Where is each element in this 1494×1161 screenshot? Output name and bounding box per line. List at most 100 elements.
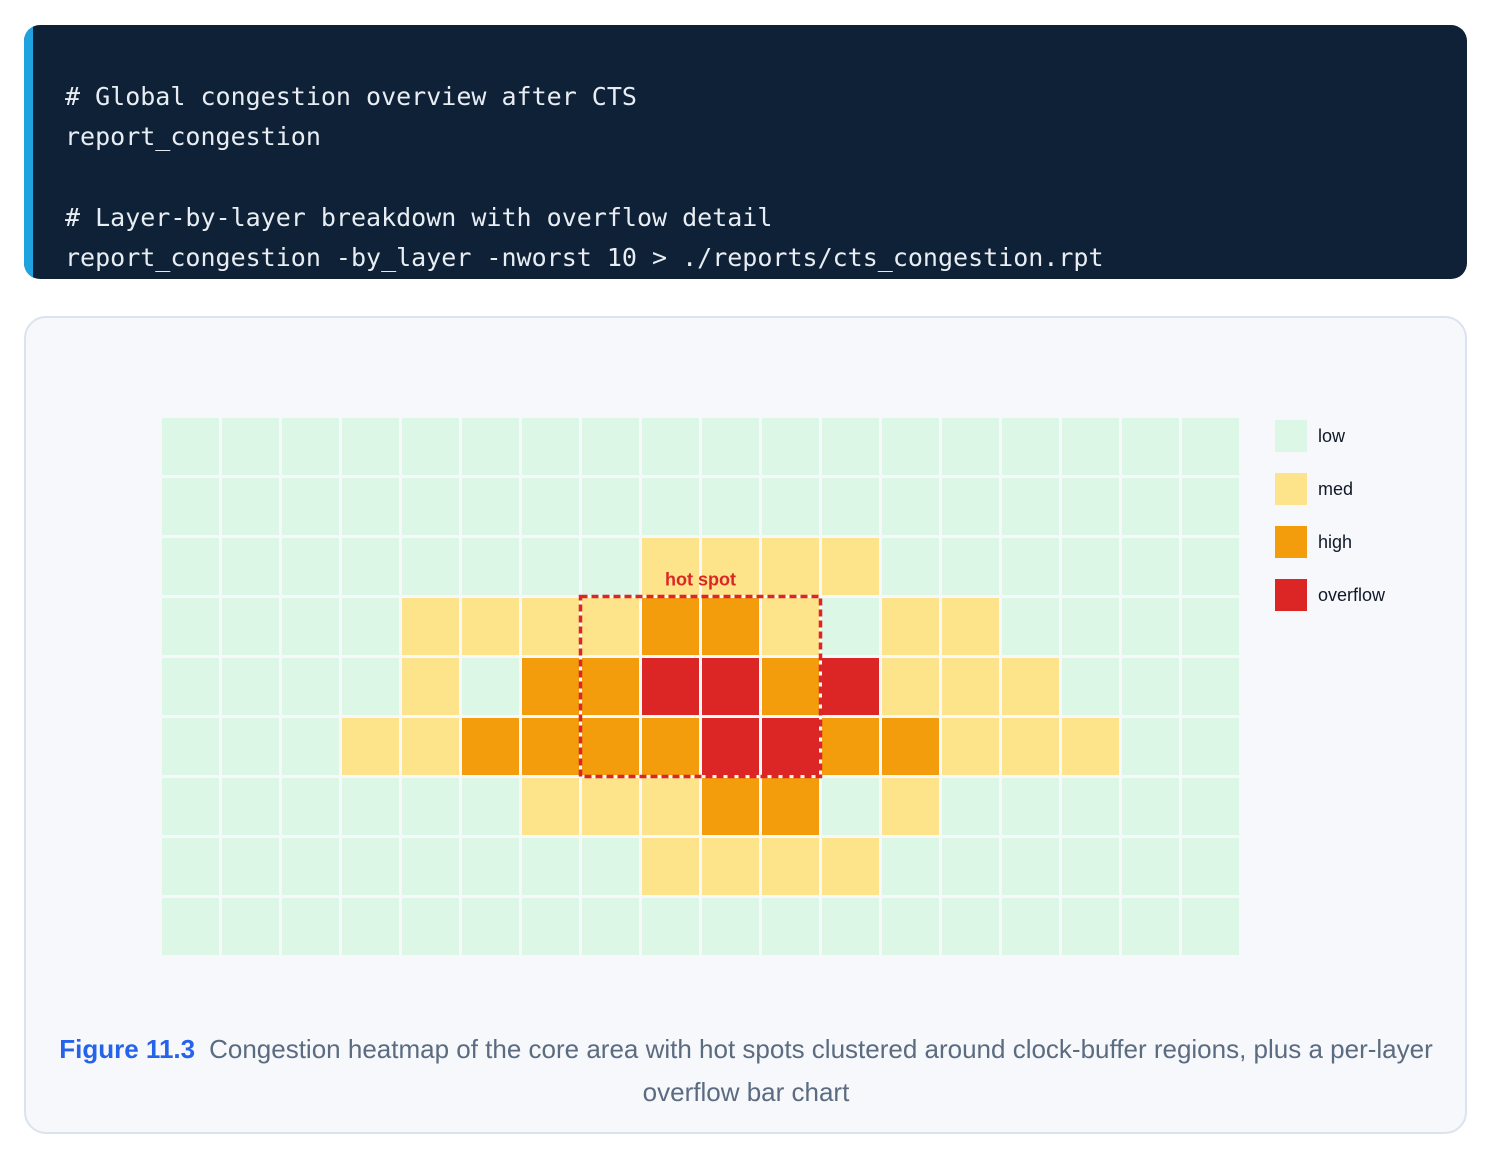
heatmap-cell-low [162,478,219,535]
heatmap-cell-low [1182,718,1239,775]
heatmap-cell-med [1002,658,1059,715]
heatmap-cell-med [582,778,639,835]
heatmap-cell-med [822,838,879,895]
code-line: report_congestion -by_layer -nworst 10 >… [65,243,1104,273]
figure-label: Figure 11.3 [59,1034,196,1064]
heatmap-cell-low [162,598,219,655]
heatmap-cell-low [402,478,459,535]
heatmap-cell-low [702,898,759,955]
code-lines: # Global congestion overview after CTS re… [65,77,1104,278]
heatmap-cell-low [222,418,279,475]
heatmap-cell-low [1062,778,1119,835]
heatmap-cell-low [582,838,639,895]
heatmap-cell-low [702,418,759,475]
heatmap-cell-med [882,658,939,715]
heatmap-cell-low [1062,538,1119,595]
heatmap-cell-low [342,838,399,895]
heatmap-cell-low [942,778,999,835]
heatmap-cell-low [222,538,279,595]
heatmap-cell-low [882,418,939,475]
heatmap-cell-low [222,598,279,655]
heatmap-cell-high [762,778,819,835]
heatmap-cell-low [762,478,819,535]
heatmap-cell-low [222,838,279,895]
legend-swatch-high [1275,526,1307,558]
heatmap-cell-low [1182,538,1239,595]
heatmap-cell-med [702,538,759,595]
heatmap-cell-low [162,418,219,475]
hot-spot-label: hot spot [665,570,736,590]
legend-swatch-med [1275,473,1307,505]
heatmap-cell-low [462,418,519,475]
heatmap-cell-low [282,778,339,835]
heatmap-cell-low [1062,658,1119,715]
heatmap-cell-overflow [642,658,699,715]
heatmap-cell-low [342,658,399,715]
figure-caption: Figure 11.3 Congestion heatmap of the cor… [30,1028,1462,1114]
code-line: report_congestion [65,122,321,152]
code-line: # Global congestion overview after CTS [65,82,637,111]
heatmap-cell-low [282,538,339,595]
heatmap-cell-low [162,898,219,955]
heatmap-cell-low [1122,898,1179,955]
heatmap-cell-low [402,538,459,595]
legend-swatch-overflow [1275,579,1307,611]
heatmap-cell-low [282,658,339,715]
heatmap-cell-low [282,838,339,895]
heatmap-cell-low [462,838,519,895]
heatmap-cell-low [162,718,219,775]
heatmap-cell-low [882,838,939,895]
heatmap-cell-low [282,598,339,655]
heatmap-cell-low [222,658,279,715]
heatmap-cell-med [942,598,999,655]
heatmap-cell-low [1062,478,1119,535]
heatmap-cell-low [1002,598,1059,655]
heatmap-cell-med [522,598,579,655]
code-accent-bar [24,25,33,279]
heatmap-cell-low [162,778,219,835]
heatmap-cell-med [642,538,699,595]
heatmap-cell-low [342,418,399,475]
heatmap-cell-low [282,418,339,475]
heatmap-cell-low [522,898,579,955]
heatmap-cell-low [822,598,879,655]
heatmap-cell-med [522,778,579,835]
heatmap-cell-low [402,418,459,475]
heatmap-cell-low [222,718,279,775]
heatmap-cell-low [1062,838,1119,895]
legend-label-overflow: overflow [1318,585,1386,605]
heatmap-cell-low [942,538,999,595]
heatmap-cell-low [582,538,639,595]
heatmap-cell-low [822,478,879,535]
heatmap-cell-med [882,598,939,655]
heatmap-cell-low [402,778,459,835]
heatmap-cell-low [1122,538,1179,595]
heatmap-cell-low [1062,898,1119,955]
heatmap-cell-low [822,778,879,835]
heatmap-cell-low [222,778,279,835]
heatmap-cell-low [582,418,639,475]
hot-spot-outline [578,594,823,779]
code-line: # Layer-by-layer breakdown with overflow… [65,202,773,232]
legend-label-med: med [1318,479,1353,499]
heatmap-cell-low [762,898,819,955]
legend-swatch-low [1275,420,1307,452]
heatmap-cell-low [1062,598,1119,655]
heatmap-cell-low [522,418,579,475]
heatmap-cell-low [1182,478,1239,535]
heatmap-cell-low [822,418,879,475]
heatmap-cell-low [1182,658,1239,715]
heatmap-cell-low [1122,658,1179,715]
heatmap-cell-med [942,658,999,715]
heatmap-cell-high [822,718,879,775]
heatmap-cell-low [1002,778,1059,835]
heatmap-cell-low [1062,418,1119,475]
heatmap-cell-low [1122,778,1179,835]
heatmap-cell-low [342,598,399,655]
heatmap-cell-low [942,418,999,475]
heatmap-cell-low [462,478,519,535]
heatmap-cell-low [882,538,939,595]
heatmap-cell-high [582,658,639,715]
heatmap-cell-low [1122,418,1179,475]
heatmap-cell-overflow [702,718,759,775]
